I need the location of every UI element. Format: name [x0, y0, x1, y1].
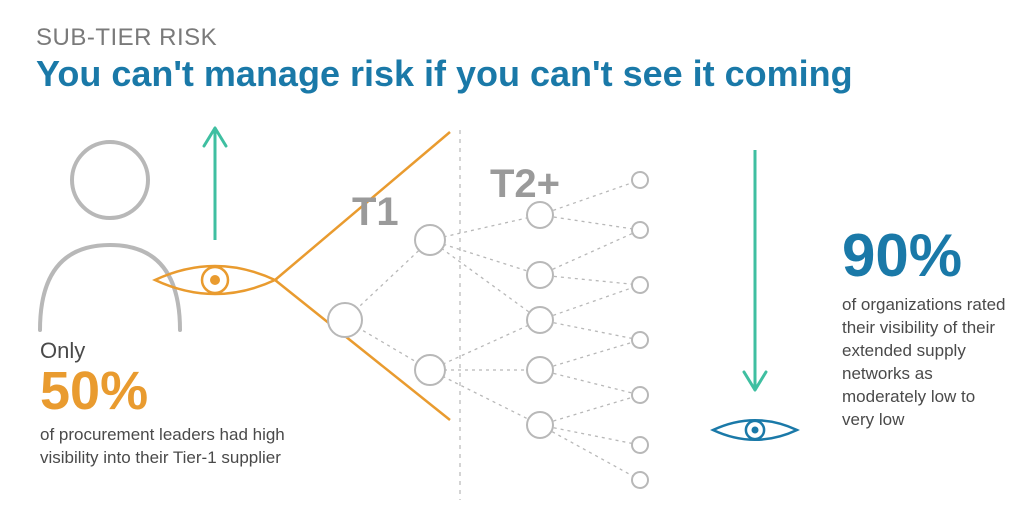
vision-cone-bottom — [275, 280, 450, 420]
arrow-up-icon — [204, 128, 226, 240]
diagram-stage: T1 T2+ Only 50% of procurement leaders h… — [0, 120, 1024, 525]
main-title: You can't manage risk if you can't see i… — [36, 54, 853, 94]
person-body-icon — [40, 245, 180, 330]
right-stat-block: 90% of organizations rated their visibil… — [842, 226, 1012, 432]
left-stat-percent: 50% — [40, 364, 300, 418]
left-stat-desc: of procurement leaders had high visibili… — [40, 424, 300, 470]
arrow-down-icon — [744, 150, 766, 390]
left-stat-block: Only 50% of procurement leaders had high… — [40, 338, 300, 470]
header: SUB-TIER RISK You can't manage risk if y… — [36, 24, 853, 94]
tier2plus-label: T2+ — [490, 162, 560, 207]
right-stat-percent: 90% — [842, 226, 1012, 286]
tier1-label: T1 — [352, 190, 399, 235]
eye-icon — [713, 420, 797, 440]
kicker-text: SUB-TIER RISK — [36, 24, 853, 52]
person-head-icon — [72, 142, 148, 218]
right-stat-desc: of organizations rated their visibility … — [842, 294, 1012, 432]
